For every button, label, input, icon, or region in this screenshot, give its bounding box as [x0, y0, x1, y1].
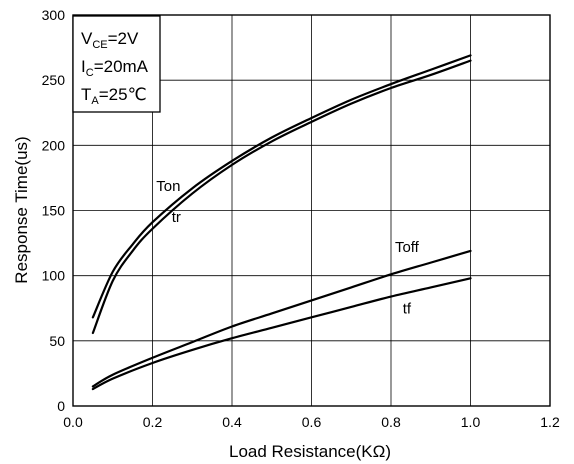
- y-tick-label: 250: [42, 72, 66, 88]
- y-tick-label: 300: [42, 7, 66, 23]
- tick-labels: 0.0 0.2 0.4 0.6 0.8 1.0 1.2 0 50 100 150 200 250 300: [42, 7, 560, 430]
- curve-label-ton: Ton: [156, 178, 180, 195]
- y-tick-label: 0: [57, 398, 65, 414]
- condition-ta: TA=25℃: [81, 85, 147, 107]
- x-tick-label: 0.0: [63, 414, 83, 430]
- curve-label-tr: tr: [172, 209, 181, 226]
- conditions-box: [72, 15, 161, 113]
- curve-label-tf: tf: [403, 300, 412, 317]
- series-line-toff: [91, 249, 472, 388]
- condition-ic: IC=20mA: [81, 57, 149, 79]
- x-tick-label: 0.2: [143, 414, 163, 430]
- x-tick-label: 0.4: [222, 414, 242, 430]
- series-curves: [91, 54, 472, 391]
- x-tick-label: 0.8: [381, 414, 401, 430]
- plot-area-border: [72, 14, 551, 407]
- condition-vce: VCE=2V: [81, 29, 139, 51]
- curve-label-toff: Toff: [395, 239, 420, 256]
- series-line-ton: [91, 54, 472, 319]
- y-axis-title: Response Time(us): [12, 136, 31, 283]
- conditions-legend: VCE=2V IC=20mA TA=25℃: [72, 15, 161, 113]
- y-tick-label: 200: [42, 137, 66, 153]
- series-line-tf: [91, 277, 472, 391]
- curve-labels: Ton tr Toff tf: [156, 178, 419, 318]
- x-axis-title: Load Resistance(KΩ): [229, 442, 391, 461]
- x-tick-label: 0.6: [302, 414, 322, 430]
- y-tick-label: 150: [42, 203, 66, 219]
- grid-lines: [73, 15, 550, 406]
- series-line-tr: [91, 59, 472, 335]
- y-tick-label: 100: [42, 268, 66, 284]
- x-tick-label: 1.2: [540, 414, 560, 430]
- x-tick-label: 1.0: [461, 414, 481, 430]
- y-tick-label: 50: [49, 333, 65, 349]
